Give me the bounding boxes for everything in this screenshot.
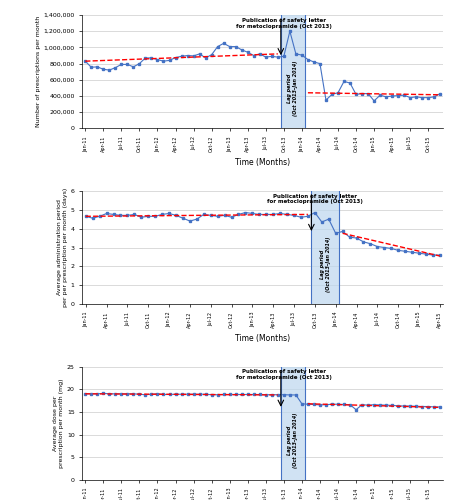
Text: Lag period
(Oct 2013–Jan 2014): Lag period (Oct 2013–Jan 2014)	[287, 412, 298, 468]
Y-axis label: Number of prescriptions per month: Number of prescriptions per month	[36, 16, 41, 128]
Y-axis label: Average administration period
per per prescription per month (days): Average administration period per per pr…	[57, 188, 68, 307]
Text: Publication of safety letter
for metoclopramide (Oct 2013): Publication of safety letter for metoclo…	[267, 194, 363, 204]
X-axis label: Time (Months): Time (Months)	[235, 158, 290, 167]
Bar	[281, 366, 305, 480]
Text: Lag period
(Oct 2013–Jan 2014): Lag period (Oct 2013–Jan 2014)	[287, 61, 298, 116]
Text: Lag period
(Oct 2013–Jan 2014): Lag period (Oct 2013–Jan 2014)	[320, 237, 331, 292]
Y-axis label: Average dose per
prescription per month (mg): Average dose per prescription per month …	[53, 378, 64, 468]
Text: Publication of safety letter
for metoclopramide (Oct 2013): Publication of safety letter for metoclo…	[236, 18, 332, 28]
Bar	[281, 15, 305, 128]
Text: Publication of safety letter
for metoclopramide (Oct 2013): Publication of safety letter for metoclo…	[236, 370, 332, 380]
X-axis label: Time (Months): Time (Months)	[235, 334, 290, 343]
Bar	[311, 191, 339, 304]
